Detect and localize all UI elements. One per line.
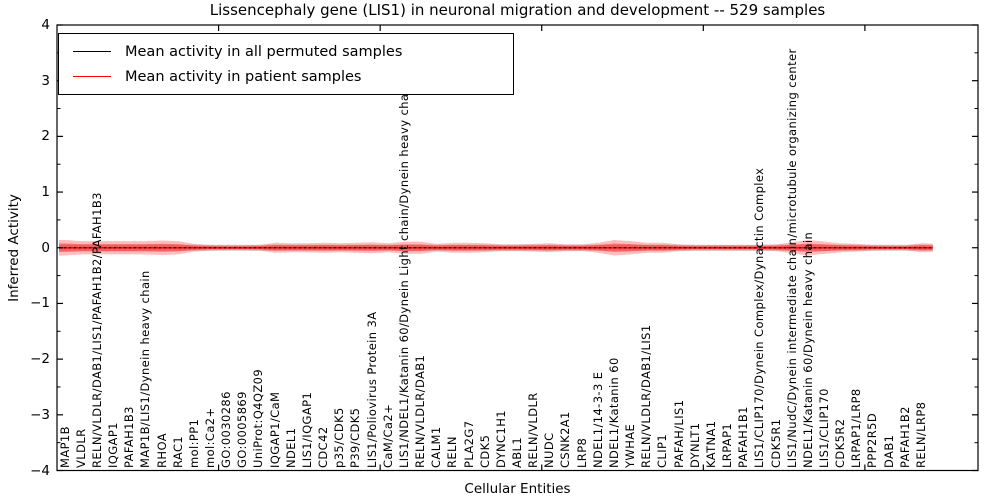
y-tick-label: 3 bbox=[41, 72, 50, 89]
x-tick-label: PAFAH/LIS1 bbox=[671, 399, 686, 468]
x-tick-label: RELN/VLDLR/DAB1 bbox=[413, 354, 428, 468]
x-tick-label: RELN/VLDLR/DAB1/LIS1/PAFAH1B2/PAFAH1B3 bbox=[89, 192, 104, 468]
x-tick-label: CLIP1 bbox=[655, 433, 670, 468]
x-tick-label: LIS1/IQGAP1 bbox=[299, 391, 314, 468]
x-tick-label: P39/CDK5 bbox=[348, 407, 363, 468]
x-tick-label: CDK5R1 bbox=[768, 418, 783, 468]
legend-line-sample-red bbox=[73, 76, 111, 77]
legend-item-patient: Mean activity in patient samples bbox=[73, 69, 513, 85]
x-tick-label: NDEL1/Katanin 60 bbox=[606, 357, 621, 468]
x-tick-label: RAC1 bbox=[170, 435, 185, 468]
x-tick-label: RELN bbox=[445, 436, 460, 468]
x-tick-label: NDEL1/14-3-3 E bbox=[590, 371, 605, 468]
x-tick-label: PAFAH1B2 bbox=[897, 406, 912, 468]
x-tick-label: NDEL1 bbox=[283, 427, 298, 468]
chart-title: Lissencephaly gene (LIS1) in neuronal mi… bbox=[209, 1, 826, 19]
x-tick-label: YWHAE bbox=[623, 423, 638, 468]
y-tick-label: −3 bbox=[30, 406, 50, 423]
legend-label: Mean activity in all permuted samples bbox=[125, 43, 403, 60]
x-tick-label: IQGAP1 bbox=[106, 422, 121, 468]
x-tick-label: PAFAH1B3 bbox=[122, 406, 137, 468]
x-tick-label: CaM/Ca2+ bbox=[380, 403, 395, 468]
x-tick-label: MAP1B/LIS1/Dynein heavy chain bbox=[138, 270, 153, 468]
y-tick-label: 1 bbox=[41, 184, 50, 201]
y-tick-label: −2 bbox=[30, 351, 50, 368]
x-tick-label: RELN/LRP8 bbox=[913, 401, 928, 468]
y-tick-label: 2 bbox=[41, 128, 50, 145]
x-tick-label: DAB1 bbox=[881, 434, 896, 468]
x-tick-label: CDK5R2 bbox=[833, 418, 848, 468]
x-tick-label: UniProt:Q4QZ09 bbox=[251, 368, 266, 468]
x-tick-label: LIS1/Poliovirus Protein 3A bbox=[364, 311, 379, 469]
x-tick-label: NDEL1/Katanin 60/Dynein heavy chain bbox=[800, 231, 815, 468]
y-tick-label: 4 bbox=[41, 17, 50, 33]
y-axis-label: Inferred Activity bbox=[6, 194, 22, 302]
x-tick-label: CSNK2A1 bbox=[558, 411, 573, 468]
x-tick-label: PLA2G7 bbox=[461, 420, 476, 468]
x-tick-label: KATNA1 bbox=[703, 420, 718, 468]
x-tick-label: ABL1 bbox=[510, 436, 524, 468]
x-tick-label: LIS1/NudC/Dynein intermediate chain/micr… bbox=[784, 48, 799, 468]
x-tick-label: IQGAP1/CaM bbox=[267, 391, 282, 468]
x-tick-label: GO:0030286 bbox=[219, 391, 234, 468]
x-tick-label: CALM1 bbox=[429, 426, 444, 468]
x-tick-label: RELN/VLDLR/DAB1/LIS1 bbox=[639, 324, 654, 468]
x-tick-label: p35/CDK5 bbox=[332, 407, 347, 468]
x-tick-label: NUDC bbox=[542, 432, 557, 468]
x-tick-label: mol:Ca2+ bbox=[203, 407, 217, 468]
y-tick-label: −4 bbox=[30, 462, 50, 479]
x-tick-label: CDK5 bbox=[477, 434, 492, 468]
y-tick-label: −1 bbox=[30, 295, 50, 312]
x-tick-label: DYNLT1 bbox=[687, 422, 702, 468]
x-axis-label: Cellular Entities bbox=[464, 481, 571, 497]
x-tick-label: PAFAH1B1 bbox=[736, 406, 751, 468]
x-tick-label: LRPAP1/LRP8 bbox=[849, 388, 864, 468]
x-tick-label: CDC42 bbox=[316, 426, 331, 468]
x-tick-label: RELN/VLDLR bbox=[526, 392, 541, 468]
legend: Mean activity in all permuted samples Me… bbox=[58, 33, 514, 95]
x-tick-label: LIS1/CLIP170 bbox=[817, 388, 831, 468]
x-tick-label: LRP8 bbox=[574, 437, 589, 468]
x-tick-label: RHOA bbox=[154, 433, 169, 468]
legend-item-permuted: Mean activity in all permuted samples bbox=[73, 44, 513, 60]
x-tick-label: LRPAP1 bbox=[720, 422, 735, 468]
x-tick-label: GO:0005869 bbox=[235, 391, 250, 468]
x-tick-label: VLDLR bbox=[73, 428, 88, 468]
x-tick-label: DYNC1H1 bbox=[493, 410, 508, 468]
x-tick-label: mol:PP1 bbox=[186, 418, 201, 468]
legend-label: Mean activity in patient samples bbox=[125, 68, 362, 85]
x-tick-label: LIS1/NDEL1/Katanin 60/Dynein Light chain… bbox=[396, 82, 411, 468]
x-tick-label: LIS1/CLIP170/Dynein Complex/Dynactin Com… bbox=[752, 167, 767, 468]
legend-line-sample-black bbox=[73, 51, 111, 52]
y-tick-label: 0 bbox=[41, 239, 50, 256]
x-tick-label: MAP1B bbox=[57, 426, 72, 468]
x-tick-label: PPP2R5D bbox=[865, 412, 880, 468]
